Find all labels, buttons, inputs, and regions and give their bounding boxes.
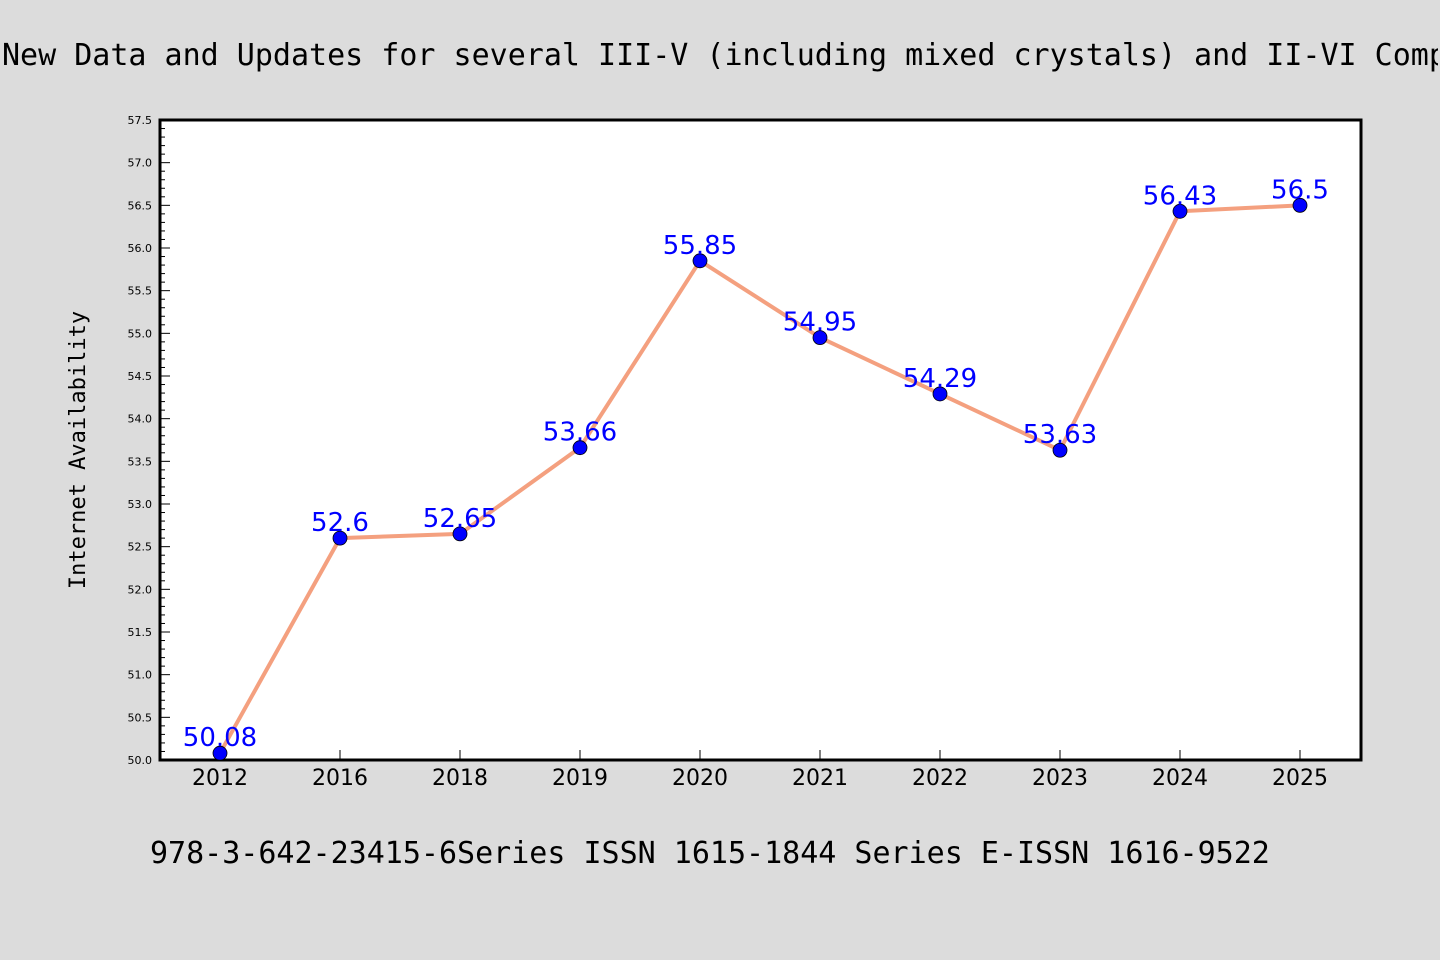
data-label: 52.6 xyxy=(311,508,369,538)
data-point xyxy=(1292,197,1308,213)
y-tick-label: 55.5 xyxy=(128,285,153,298)
x-tick-label: 2020 xyxy=(672,766,728,791)
chart-title: New Data and Updates for several III-V (… xyxy=(2,38,1438,73)
x-tick-label: 2016 xyxy=(312,766,368,791)
y-tick-label: 54.5 xyxy=(128,370,153,383)
data-label: 53.63 xyxy=(1023,420,1097,450)
series-line xyxy=(218,203,1301,755)
data-label: 53.66 xyxy=(543,418,617,448)
y-tick-label: 50.5 xyxy=(128,711,153,724)
data-point xyxy=(692,253,708,269)
data-point xyxy=(1052,442,1068,458)
data-point xyxy=(332,530,348,546)
x-tick-label: 2023 xyxy=(1032,766,1088,791)
data-point xyxy=(932,386,948,402)
y-tick-label: 50.0 xyxy=(128,754,153,767)
x-tick-label: 2019 xyxy=(552,766,608,791)
data-point xyxy=(572,440,588,456)
x-tick-label: 2022 xyxy=(912,766,968,791)
y-tick-label: 53.0 xyxy=(128,498,153,511)
data-label: 56.43 xyxy=(1143,181,1217,211)
data-label: 50.08 xyxy=(183,723,257,753)
data-point xyxy=(812,330,828,346)
y-tick-label: 57.0 xyxy=(128,157,153,170)
y-tick-label: 51.0 xyxy=(128,669,153,682)
data-label: 55.85 xyxy=(663,231,737,261)
y-tick-label: 52.0 xyxy=(128,583,153,596)
y-tick-label: 57.5 xyxy=(128,114,153,127)
x-tick-label: 2025 xyxy=(1272,766,1328,791)
y-tick-label: 54.0 xyxy=(128,413,153,426)
data-label: 52.65 xyxy=(423,504,497,534)
x-tick-label: 2021 xyxy=(792,766,848,791)
y-tick-label: 55.0 xyxy=(128,327,153,340)
x-tick-label: 2018 xyxy=(432,766,488,791)
footer-text: 978-3-642-23415-6Series ISSN 1615-1844 S… xyxy=(150,836,1270,871)
y-tick-label: 52.5 xyxy=(128,541,153,554)
y-tick-label: 56.0 xyxy=(128,242,153,255)
x-tick-label: 2012 xyxy=(192,766,248,791)
y-tick-label: 56.5 xyxy=(128,199,153,212)
x-tick-label: 2024 xyxy=(1152,766,1208,791)
y-tick-label: 53.5 xyxy=(128,455,153,468)
data-point xyxy=(1172,203,1188,219)
y-axis-label: Internet Availability xyxy=(66,311,91,589)
data-label: 54.29 xyxy=(903,364,977,394)
data-label: 56.5 xyxy=(1271,175,1329,205)
data-label: 54.95 xyxy=(783,308,857,338)
data-point xyxy=(212,745,228,761)
y-tick-label: 51.5 xyxy=(128,626,153,639)
plot-area xyxy=(158,118,1363,762)
data-point xyxy=(452,526,468,542)
